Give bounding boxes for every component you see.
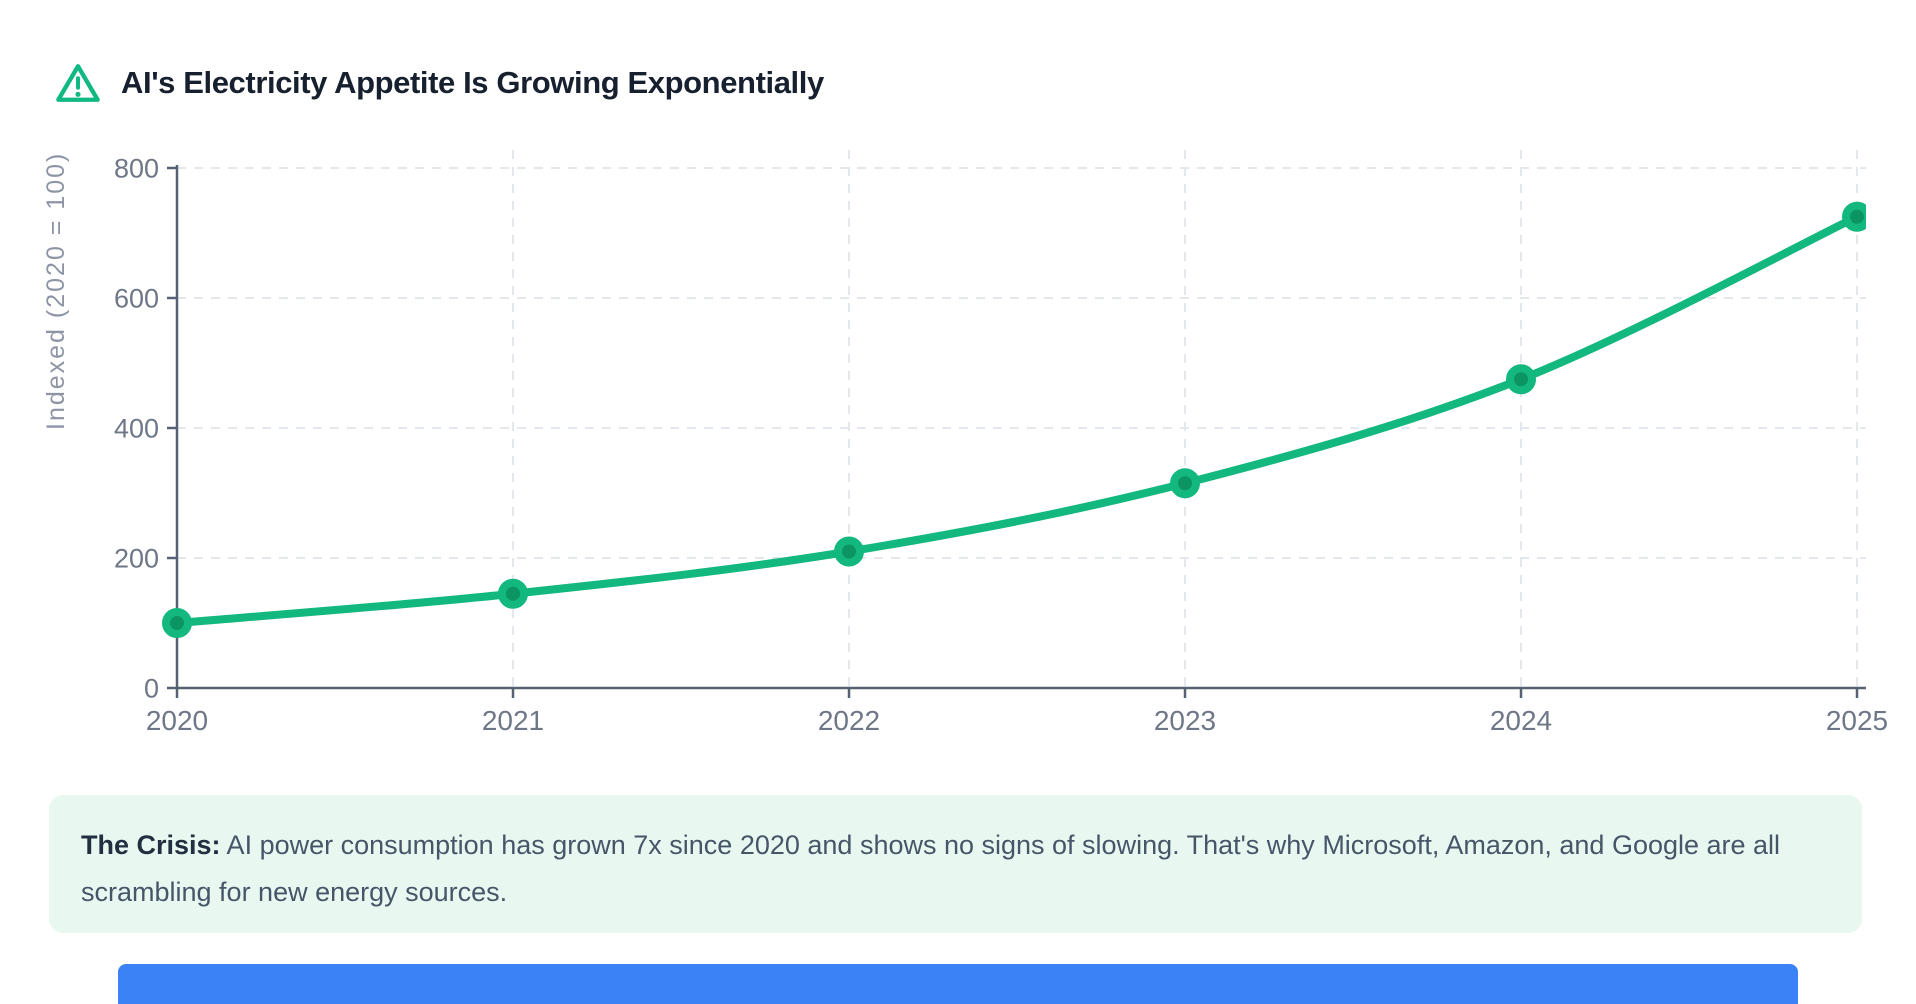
- x-tick-label: 2023: [1154, 705, 1216, 736]
- page-title: AI's Electricity Appetite Is Growing Exp…: [121, 65, 824, 100]
- line-chart: 0 200 400 600 800 2020 2021 2022 2023 2024 2025 Ind…: [0, 120, 1916, 760]
- y-tick-label: 400: [114, 414, 159, 444]
- bottom-bar[interactable]: [118, 964, 1798, 1004]
- x-tick-label: 2024: [1490, 705, 1552, 736]
- y-tick-label: 600: [114, 284, 159, 314]
- crisis-callout: The Crisis: AI power consumption has gro…: [49, 795, 1862, 933]
- data-line: [173, 212, 1861, 627]
- x-tick-label: 2022: [818, 705, 880, 736]
- data-point-2023[interactable]: [1170, 468, 1200, 499]
- y-tick-label: 200: [114, 544, 159, 574]
- data-point-2021[interactable]: [498, 578, 528, 609]
- crisis-text: The Crisis: AI power consumption has gro…: [81, 830, 1781, 907]
- data-point-2024[interactable]: [1506, 364, 1536, 395]
- data-point-2022[interactable]: [834, 536, 864, 567]
- y-tick-label: 0: [144, 674, 159, 704]
- crisis-label: The Crisis:: [81, 830, 221, 860]
- data-point-2025[interactable]: [1842, 201, 1868, 232]
- y-axis-label: Indexed (2020 = 100): [42, 152, 70, 430]
- page-header: AI's Electricity Appetite Is Growing Exp…: [55, 60, 824, 106]
- data-point-2020[interactable]: [162, 608, 192, 638]
- warning-triangle-icon: [56, 64, 100, 102]
- y-tick-label: 800: [114, 154, 159, 184]
- x-tick-label: 2020: [146, 705, 208, 736]
- x-tick-label: 2025: [1826, 705, 1888, 736]
- chart-canvas: 0 200 400 600 800 2020 2021 2022 2023 2024 2025 Ind…: [42, 150, 1888, 736]
- x-tick-label: 2021: [482, 705, 544, 736]
